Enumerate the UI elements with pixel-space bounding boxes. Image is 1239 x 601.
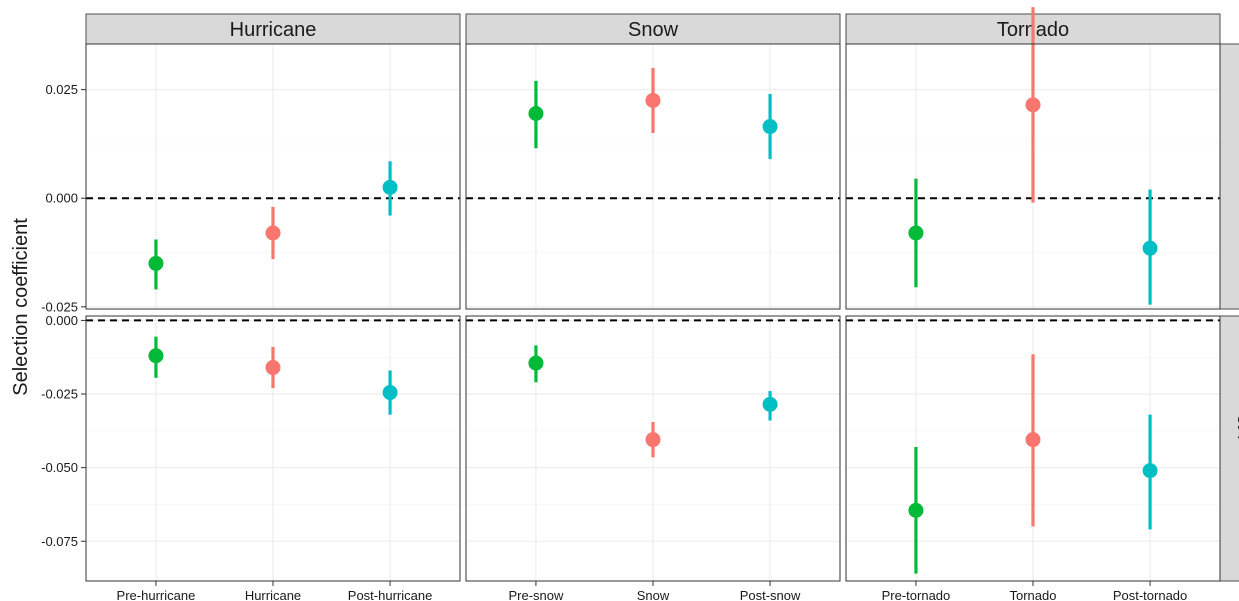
- point-post-snow: [762, 119, 778, 135]
- x-tick-label: Post-snow: [740, 588, 801, 601]
- panel-coragyps-atratus-hurricane: [85, 315, 461, 582]
- y-tick-label: 0.000: [45, 313, 78, 328]
- point-snow: [645, 432, 661, 448]
- x-tick-label: Tornado: [1010, 588, 1057, 601]
- y-tick-label: -0.050: [41, 460, 78, 475]
- panel-cathartes-aura-tornado: [845, 7, 1221, 310]
- x-tick-label: Pre-tornado: [882, 588, 951, 601]
- x-tick-label: Hurricane: [245, 588, 301, 601]
- panel-border: [465, 43, 841, 310]
- point-pre-snow: [528, 355, 544, 371]
- x-tick-label: Post-tornado: [1113, 588, 1187, 601]
- point-hurricane: [265, 225, 281, 241]
- point-post-tornado: [1142, 463, 1158, 479]
- panel-border: [845, 315, 1221, 582]
- panel-border: [465, 315, 841, 582]
- panel-cathartes-aura-hurricane: [85, 43, 461, 310]
- row-strip-cathartes-aura: Cathartes aura: [1219, 43, 1239, 310]
- point-hurricane: [265, 360, 281, 376]
- x-tick-label: Post-hurricane: [348, 588, 433, 601]
- strip-background: [465, 13, 841, 45]
- y-axis-title: Selection coefficient: [10, 218, 32, 396]
- panel-border: [85, 315, 461, 582]
- y-tick-label: -0.075: [41, 534, 78, 549]
- point-post-snow: [762, 396, 778, 412]
- strip-label: Hurricane: [230, 19, 317, 41]
- strip-snow: Snow: [465, 13, 841, 45]
- point-post-tornado: [1142, 240, 1158, 256]
- panel-cathartes-aura-snow: [465, 43, 841, 310]
- point-pre-snow: [528, 106, 544, 122]
- x-tick-label: Snow: [637, 588, 670, 601]
- point-pre-tornado: [908, 502, 924, 518]
- y-tick-label: -0.025: [41, 387, 78, 402]
- y-axis-cathartes-aura: -0.025 0.000 0.025: [41, 82, 86, 314]
- y-axis-coragyps-atratus: -0.075 -0.050 -0.025 0.000: [41, 313, 86, 549]
- panel-border: [85, 43, 461, 310]
- row-strip-label: Coragyps atratus: [1237, 372, 1239, 524]
- strip-hurricane: Hurricane: [85, 13, 461, 45]
- row-strip-label: Cathartes aura: [1237, 110, 1239, 242]
- y-tick-label: 0.025: [45, 82, 78, 97]
- point-tornado: [1025, 432, 1041, 448]
- y-tick-label: 0.000: [45, 191, 78, 206]
- y-tick-label: -0.025: [41, 299, 78, 314]
- panel-coragyps-atratus-tornado: [845, 315, 1221, 582]
- panels-layer: Hurricane Snow Tornado Cathartes aura Coragy…: [41, 7, 1239, 601]
- row-strip-background: [1219, 43, 1239, 310]
- row-strip-coragyps-atratus: Coragyps atratus: [1219, 315, 1239, 582]
- point-pre-tornado: [908, 225, 924, 241]
- point-pre-hurricane: [148, 255, 164, 271]
- x-tick-label: Pre-snow: [508, 588, 564, 601]
- point-pre-hurricane: [148, 348, 164, 364]
- strip-background: [85, 13, 461, 45]
- strip-label: Snow: [628, 19, 679, 41]
- point-post-hurricane: [382, 179, 398, 195]
- panel-coragyps-atratus-snow: [465, 315, 841, 582]
- x-axis-snow: Pre-snow Snow Post-snow: [508, 581, 801, 601]
- point-post-hurricane: [382, 385, 398, 401]
- point-tornado: [1025, 97, 1041, 113]
- panel-border: [845, 43, 1221, 310]
- row-strip-background: [1219, 315, 1239, 582]
- x-axis-tornado: Pre-tornado Tornado Post-tornado: [882, 581, 1187, 601]
- point-snow: [645, 92, 661, 108]
- x-axis-hurricane: Pre-hurricane Hurricane Post-hurricane: [117, 581, 433, 601]
- x-tick-label: Pre-hurricane: [117, 588, 196, 601]
